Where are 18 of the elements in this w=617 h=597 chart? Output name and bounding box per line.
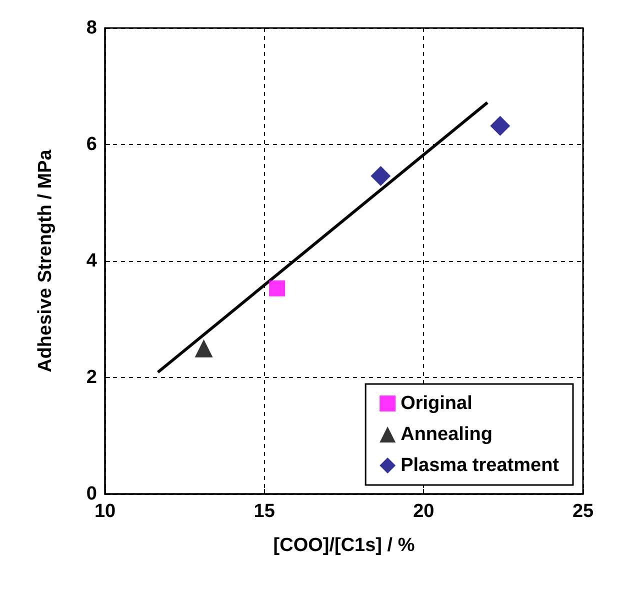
x-tick-label: 25 (572, 501, 594, 522)
point (194, 339, 213, 358)
y-tick-label: 4 (86, 250, 98, 272)
point (490, 116, 510, 136)
x-axis-title: [COO]/[C1s] / % (273, 535, 415, 556)
point (269, 280, 286, 296)
y-tick-label: 6 (86, 134, 97, 155)
y-tick-label: 2 (86, 367, 97, 388)
legend-label: Original (400, 393, 472, 414)
x-tick-label: 10 (94, 501, 116, 522)
y-tick-label: 0 (86, 484, 97, 504)
x-tick-label: 15 (254, 501, 276, 522)
point (370, 166, 391, 186)
legend-label: Plasma treatment (400, 455, 560, 476)
y-tick-label: 8 (86, 18, 97, 38)
x-tick-label: 20 (413, 501, 434, 522)
y-axis-title: Adhesive Strength / MPa (35, 149, 56, 372)
legend-label: Annealing (400, 424, 492, 445)
